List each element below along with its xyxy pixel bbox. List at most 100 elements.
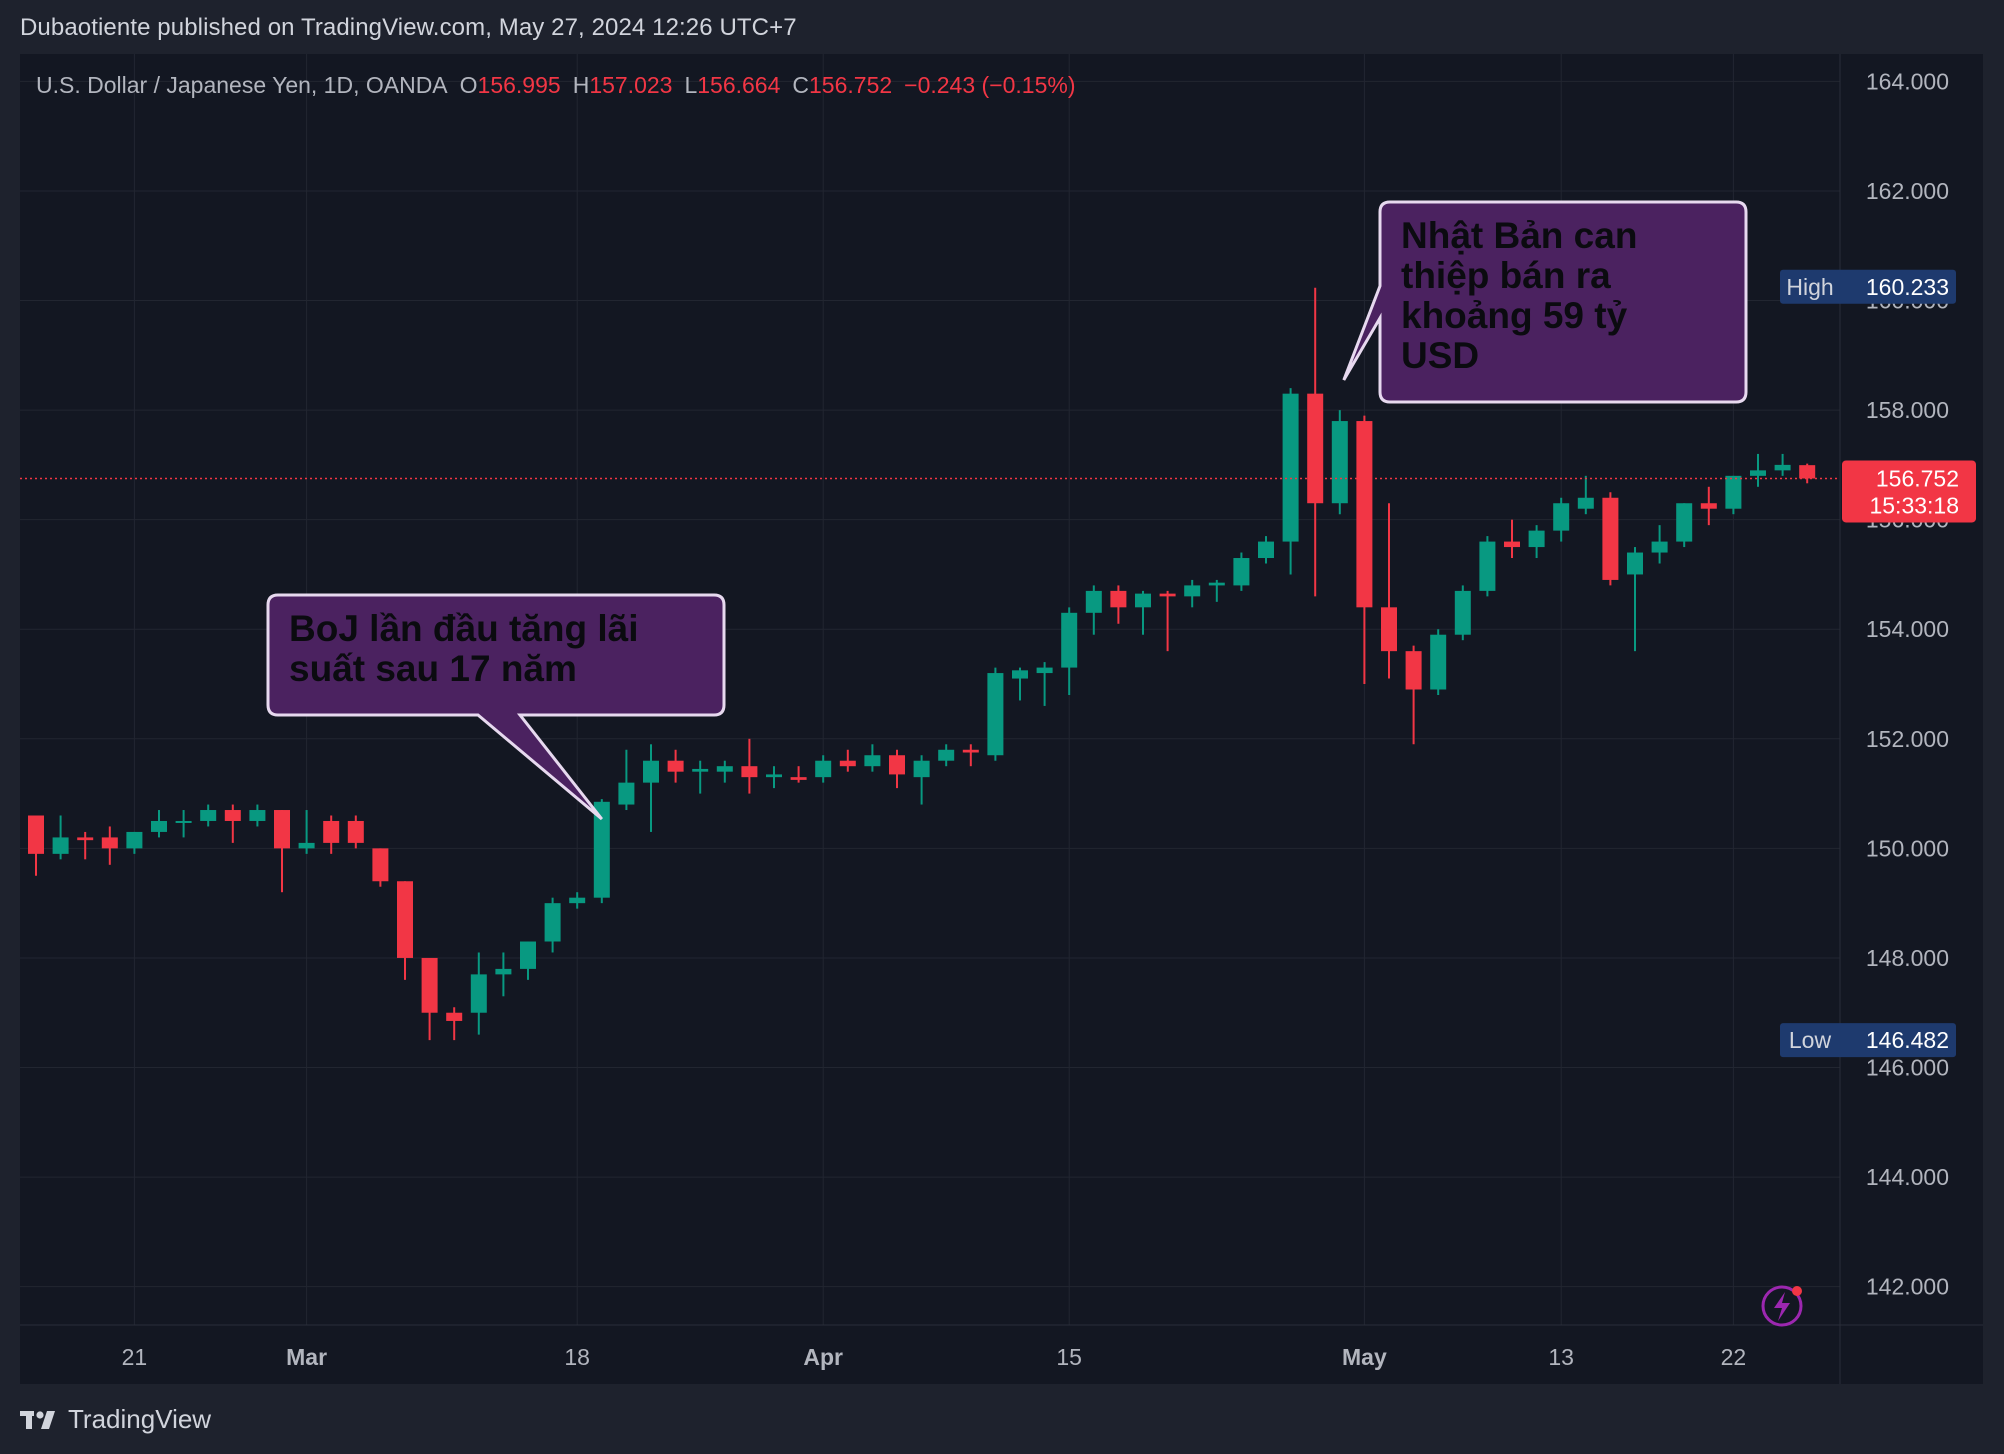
candle-body-up bbox=[1012, 670, 1028, 679]
candle-body-up bbox=[864, 755, 881, 767]
candle-body-down bbox=[1602, 497, 1619, 580]
time-axis-label: 22 bbox=[1721, 1344, 1747, 1370]
low-label: L bbox=[684, 72, 698, 98]
price-axis-label: 148.000 bbox=[1866, 945, 1949, 971]
candle-body-down bbox=[889, 755, 905, 775]
candle-body-up bbox=[52, 837, 69, 854]
annotation-callout bbox=[266, 593, 726, 821]
candle-body-up bbox=[692, 768, 709, 772]
candle-body-down bbox=[1405, 651, 1422, 690]
publish-info: Dubaotiente published on TradingView.com… bbox=[20, 14, 797, 41]
candle-body-down bbox=[667, 760, 684, 772]
price-axis-label: 150.000 bbox=[1866, 835, 1949, 861]
footer-brand[interactable]: TradingView bbox=[20, 1404, 211, 1435]
candle-body-up bbox=[1750, 470, 1766, 476]
candle-body-up bbox=[1774, 464, 1791, 471]
candle-body-up bbox=[1282, 393, 1299, 542]
annotation-text: Nhật Bản can bbox=[1401, 215, 1637, 256]
candle-body-up bbox=[1184, 585, 1201, 597]
candle-body-up bbox=[716, 766, 733, 772]
candle-body-up bbox=[1479, 541, 1496, 591]
low-value: 156.664 bbox=[697, 72, 781, 98]
candle-body-up bbox=[1085, 590, 1102, 613]
candle-body-up bbox=[618, 782, 635, 805]
candle-body-down bbox=[1381, 607, 1397, 652]
low-marker-value: 146.482 bbox=[1866, 1027, 1949, 1053]
candle-body-up bbox=[520, 941, 536, 969]
candle-body-down bbox=[347, 820, 364, 843]
candle-body-up bbox=[1233, 558, 1250, 586]
candle-body-up bbox=[1331, 421, 1348, 504]
candle-body-up bbox=[1553, 503, 1570, 531]
candle-body-down bbox=[1700, 503, 1717, 509]
candle-body-up bbox=[1627, 552, 1643, 575]
time-axis-label: May bbox=[1342, 1344, 1387, 1370]
candle-body-up bbox=[766, 774, 782, 778]
high-marker-value: 160.233 bbox=[1866, 274, 1949, 300]
candle-body-up bbox=[175, 820, 192, 823]
bar-countdown: 15:33:18 bbox=[1869, 492, 1959, 518]
candle-body-up bbox=[643, 760, 659, 783]
time-axis-label: Mar bbox=[286, 1344, 327, 1370]
annotation-text: suất sau 17 năm bbox=[289, 648, 577, 689]
open-value: 156.995 bbox=[477, 72, 561, 98]
annotation-text: thiệp bán ra bbox=[1401, 255, 1611, 296]
time-axis-label: 15 bbox=[1056, 1344, 1082, 1370]
candle-body-down bbox=[101, 837, 118, 849]
candle-body-up bbox=[1061, 612, 1078, 668]
candle-body-up bbox=[987, 673, 1004, 756]
change-value: −0.243 (−0.15%) bbox=[904, 72, 1076, 98]
price-axis-label: 152.000 bbox=[1866, 726, 1949, 752]
candle-body-down bbox=[224, 810, 241, 821]
price-axis-label: 142.000 bbox=[1866, 1274, 1949, 1300]
candle-body-down bbox=[1356, 421, 1373, 608]
candle-body-down bbox=[1159, 593, 1176, 597]
candle-body-up bbox=[1454, 590, 1471, 635]
close-label: C bbox=[792, 72, 810, 98]
close-value: 156.752 bbox=[809, 72, 893, 98]
candle-body-up bbox=[1725, 475, 1742, 509]
time-axis-label: 18 bbox=[564, 1344, 590, 1370]
candle-body-up bbox=[938, 749, 955, 761]
candle-body-up bbox=[913, 760, 930, 778]
annotation-text: BoJ lần đầu tăng lãi bbox=[289, 608, 639, 649]
price-axis-label: 144.000 bbox=[1866, 1164, 1949, 1190]
tradingview-wordmark: TradingView bbox=[68, 1404, 212, 1434]
candle-body-down bbox=[397, 881, 413, 958]
candle-body-down bbox=[839, 760, 856, 767]
candle-body-down bbox=[741, 766, 758, 778]
time-axis-label: 13 bbox=[1548, 1344, 1574, 1370]
low-marker-badge bbox=[1780, 1023, 1956, 1058]
price-axis-label: 164.000 bbox=[1866, 68, 1949, 94]
candle-body-up bbox=[1430, 634, 1447, 690]
high-label: H bbox=[572, 72, 590, 98]
candle-body-down bbox=[790, 777, 807, 780]
price-axis-label: 158.000 bbox=[1866, 397, 1949, 423]
high-value: 157.023 bbox=[589, 72, 673, 98]
candle-body-up bbox=[249, 810, 266, 821]
candle-body-down bbox=[446, 1012, 463, 1021]
annotation-text: USD bbox=[1401, 335, 1479, 376]
lightning-icon bbox=[1761, 1285, 1803, 1327]
open-label: O bbox=[459, 72, 478, 98]
candle-body-up bbox=[151, 820, 167, 832]
candle-body-up bbox=[815, 760, 832, 778]
candle-body-up bbox=[1577, 497, 1594, 509]
candle-body-up bbox=[495, 968, 512, 975]
candlestick-chart[interactable]: 142.000 144.000 146.000 148.000 150.000 152.0… bbox=[20, 54, 1983, 1384]
candle-body-up bbox=[1208, 582, 1225, 586]
candle-body-up bbox=[593, 801, 610, 898]
candle-body-down bbox=[421, 957, 438, 1013]
candle-body-down bbox=[274, 810, 290, 849]
candle-body-up bbox=[298, 842, 315, 849]
annotation-callout bbox=[1342, 200, 1748, 404]
candle-body-up bbox=[1258, 541, 1274, 559]
chart-panel[interactable]: 142.000 144.000 146.000 148.000 150.000 152.0… bbox=[20, 54, 1983, 1384]
candle-body-down bbox=[77, 837, 94, 841]
high-marker-label: High bbox=[1786, 274, 1833, 300]
time-axis-label: 21 bbox=[122, 1344, 148, 1370]
candle-body-up bbox=[200, 810, 217, 821]
candle-body-up bbox=[126, 831, 143, 849]
candle-body-down bbox=[323, 820, 340, 843]
candle-body-up bbox=[1676, 503, 1693, 542]
